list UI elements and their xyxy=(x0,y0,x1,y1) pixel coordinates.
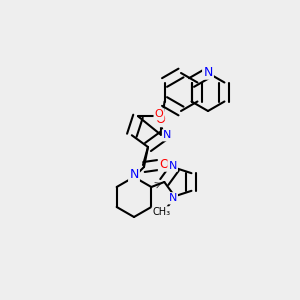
Text: N: N xyxy=(129,169,139,182)
Text: CH₃: CH₃ xyxy=(153,207,171,217)
Text: N: N xyxy=(169,193,177,203)
Text: O: O xyxy=(156,113,166,126)
Text: O: O xyxy=(154,109,164,119)
Text: N: N xyxy=(203,65,213,79)
Text: N: N xyxy=(163,130,171,140)
Text: O: O xyxy=(159,158,169,170)
Text: N: N xyxy=(169,161,177,171)
